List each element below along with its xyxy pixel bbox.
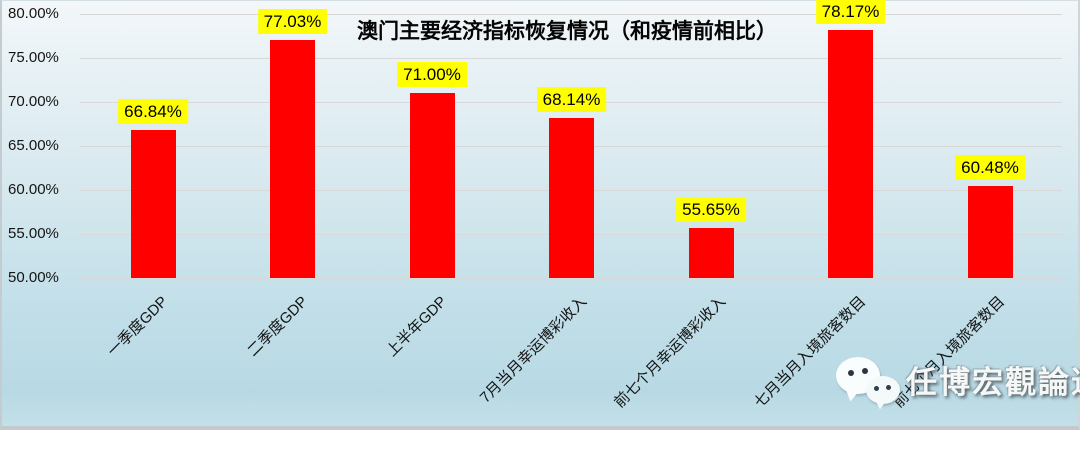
bar-value-label: 66.84% bbox=[118, 98, 188, 124]
bar-3 bbox=[409, 93, 455, 278]
bar-4 bbox=[549, 118, 594, 278]
bar-value-label: 71.00% bbox=[397, 62, 467, 88]
gridline bbox=[80, 14, 1062, 15]
y-axis-tick-label: 80.00% bbox=[8, 5, 59, 22]
wechat-icon-tail bbox=[873, 399, 885, 411]
bar-value-label: 68.14% bbox=[536, 87, 607, 113]
wechat-icon-eye bbox=[886, 385, 891, 390]
y-axis-tick-label: 60.00% bbox=[8, 181, 59, 198]
bar-6 bbox=[828, 30, 873, 278]
bar-2 bbox=[270, 40, 315, 278]
wechat-icon-small-bubble bbox=[866, 376, 900, 404]
bar-7 bbox=[967, 185, 1013, 278]
watermark-text: 任博宏觀論道 bbox=[906, 365, 1080, 400]
chart-title: 澳门主要经济指标恢复情况（和疫情前相比） bbox=[357, 19, 777, 43]
y-axis-tick-label: 65.00% bbox=[8, 137, 59, 154]
bar-1 bbox=[130, 129, 176, 278]
y-axis-tick-label: 70.00% bbox=[8, 93, 59, 110]
wechat-icon bbox=[836, 357, 880, 394]
watermark: 任博宏觀論道 bbox=[832, 349, 1080, 419]
wechat-icon-eye bbox=[848, 370, 854, 376]
wechat-icon-eye bbox=[874, 386, 879, 391]
gridline bbox=[80, 278, 1062, 279]
bar-value-label: 60.48% bbox=[955, 154, 1025, 180]
gridline bbox=[80, 58, 1062, 59]
bar-value-label: 55.65% bbox=[676, 197, 746, 223]
bar-5 bbox=[688, 228, 734, 278]
y-axis-tick-label: 50.00% bbox=[8, 269, 59, 286]
chart-canvas: 澳门主要经济指标恢复情况（和疫情前相比） 80.00% 75.00% 70.00% 6… bbox=[0, 0, 1080, 430]
bar-value-label: 77.03% bbox=[257, 9, 328, 35]
bar-value-label: 78.17% bbox=[815, 0, 886, 25]
y-axis-tick-label: 55.00% bbox=[8, 225, 59, 242]
wechat-icon-eye bbox=[862, 368, 868, 374]
y-axis-tick-label: 75.00% bbox=[8, 49, 59, 66]
